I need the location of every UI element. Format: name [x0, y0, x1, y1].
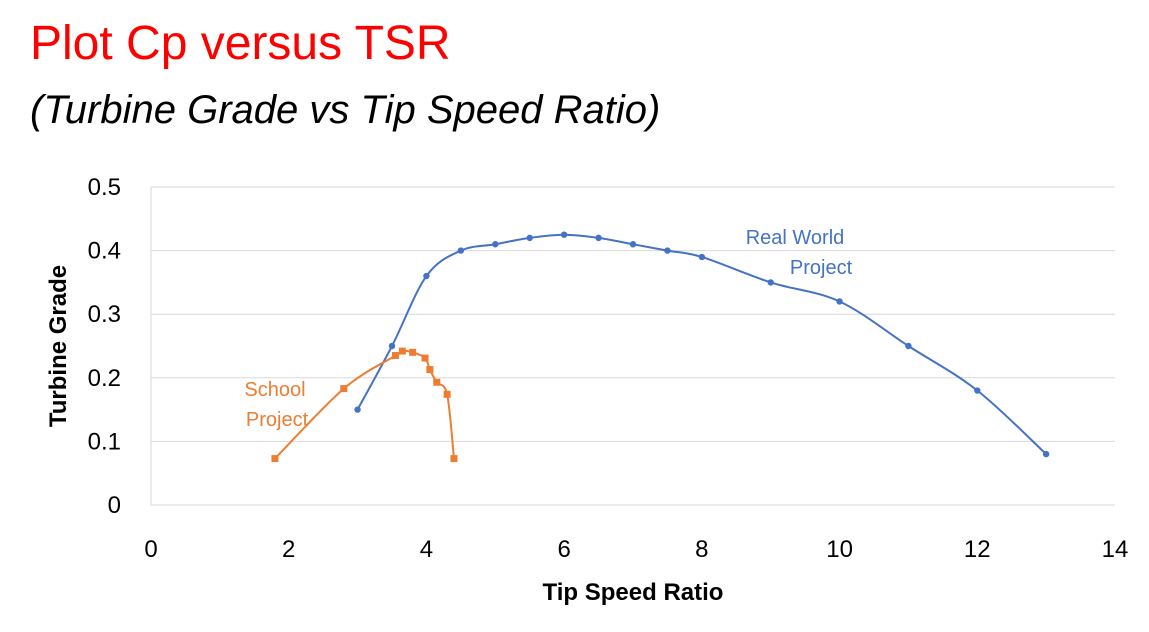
x-tick-label: 12: [964, 536, 991, 563]
x-tick-label: 10: [826, 536, 853, 563]
data-point: [421, 354, 429, 362]
data-point: [391, 352, 399, 360]
y-tick-label: 0: [108, 492, 121, 519]
series-real-world-project: Real World Project: [354, 227, 1050, 458]
series-label: School: [244, 379, 305, 401]
data-point: [443, 390, 451, 398]
data-point: [340, 385, 348, 393]
x-tick-label: 2: [282, 536, 295, 563]
slide-title: Plot Cp versus TSR: [30, 17, 451, 70]
y-tick-label: 0.3: [88, 301, 121, 328]
x-tick-label: 14: [1102, 536, 1129, 563]
data-point: [905, 342, 912, 350]
series-label: Project: [246, 409, 309, 431]
series-label: Real World: [746, 227, 845, 249]
data-point: [664, 247, 671, 254]
y-tick-label: 0.1: [88, 428, 121, 455]
series-line: [274, 349, 455, 460]
x-tick-label: 0: [144, 536, 157, 563]
data-point: [457, 247, 465, 254]
data-point: [836, 298, 843, 305]
data-point: [560, 231, 568, 238]
data-point: [271, 455, 279, 463]
x-tick-label: 8: [695, 536, 708, 563]
y-tick-label: 0.2: [88, 365, 121, 392]
x-tick-label: 6: [557, 536, 570, 563]
data-point: [388, 342, 396, 350]
y-tick-label: 0.5: [88, 174, 121, 201]
x-axis-title: Tip Speed Ratio: [543, 579, 724, 606]
data-point: [526, 234, 533, 242]
series-school-project: School Project: [244, 347, 458, 463]
x-tick-label: 4: [420, 536, 433, 563]
data-point: [767, 279, 774, 286]
y-axis-title: Turbine Grade: [45, 265, 72, 427]
y-tick-label: 0.4: [88, 238, 121, 265]
data-point: [354, 406, 361, 413]
data-point: [433, 378, 441, 386]
data-point: [629, 241, 637, 248]
data-point: [423, 272, 430, 280]
slide-subtitle: (Turbine Grade vs Tip Speed Ratio): [30, 88, 661, 132]
data-point: [409, 348, 417, 356]
series-label: Project: [790, 257, 853, 279]
data-point: [398, 347, 406, 355]
data-point: [974, 387, 981, 394]
data-point: [1042, 450, 1050, 458]
data-point: [492, 241, 499, 248]
data-point: [450, 455, 458, 463]
data-point: [426, 366, 434, 374]
series-line: [356, 233, 1047, 455]
data-point: [595, 234, 602, 242]
data-point: [698, 253, 706, 261]
